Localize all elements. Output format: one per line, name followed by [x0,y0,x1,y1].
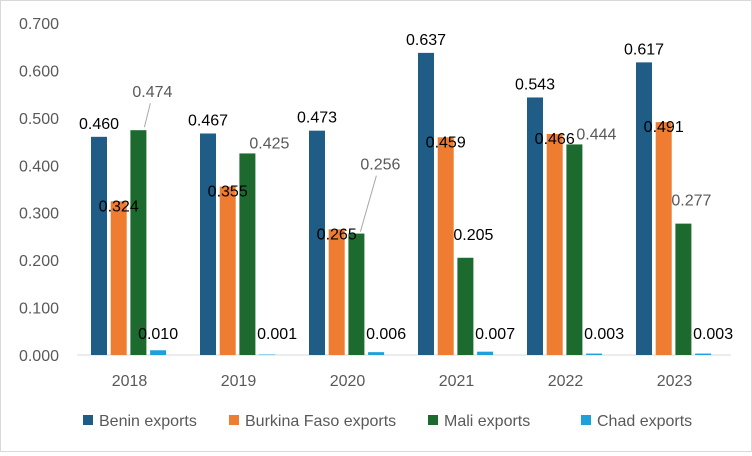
bar [219,186,236,355]
bar [259,354,276,356]
bar [655,122,672,355]
y-tick-label: 0.600 [19,63,59,80]
bar [566,144,583,355]
x-tick-label: 2019 [221,373,257,390]
x-tick-label: 2023 [657,373,693,390]
data-label: 0.425 [249,135,289,152]
data-label: 0.256 [360,157,400,174]
legend-label: Chad exports [597,413,692,430]
legend: Benin exports Burkina Faso exports Mali ex… [83,413,692,430]
bar [477,351,494,355]
data-label: 0.007 [475,326,515,343]
bar [418,52,434,355]
legend-label: Burkina Faso exports [245,413,396,430]
data-label: 0.265 [317,226,357,243]
label-leader-line [359,175,377,232]
data-label: 0.466 [535,131,575,148]
data-label: 0.355 [208,184,248,201]
data-label: 0.003 [693,326,733,343]
data-label: 0.444 [576,126,616,143]
bar [368,352,385,355]
bar [309,130,325,355]
bar [675,223,692,355]
bar [636,62,652,355]
y-tick-label: 0.100 [19,301,59,318]
x-tick-label: 2018 [112,373,148,390]
bar [328,229,345,355]
y-tick-label: 0.000 [19,348,59,365]
data-labels: 0.460 0.467 0.473 0.637 0.543 0.617 0.324 0.355… [79,32,733,343]
y-tick-label: 0.300 [19,206,59,223]
label-leader-line [143,103,151,128]
y-tick-label: 0.700 [19,16,59,33]
data-label: 0.474 [132,84,172,101]
data-label: 0.543 [515,76,555,93]
y-tick-label: 0.500 [19,111,59,128]
x-tick-label: 2022 [548,373,584,390]
data-label: 0.491 [644,119,684,136]
bar [91,136,107,355]
bar [437,137,454,355]
bar [586,353,603,355]
bar [150,350,167,355]
legend-swatch [229,415,239,425]
data-label: 0.324 [99,198,139,215]
data-label: 0.460 [79,116,119,133]
bar [239,153,256,355]
axes: 0.000 0.100 0.200 0.300 0.400 0.500 0.600 0.700… [19,16,731,390]
legend-swatch [83,415,93,425]
data-label: 0.277 [671,193,711,210]
legend-label: Mali exports [444,413,530,430]
bar [110,201,127,355]
bar [457,257,474,355]
legend-label: Benin exports [99,413,197,430]
x-tick-label: 2021 [439,373,475,390]
data-label: 0.617 [624,41,664,58]
data-label: 0.205 [453,227,493,244]
bars [91,52,712,356]
y-tick-label: 0.400 [19,158,59,175]
legend-swatch [581,415,591,425]
y-tick-label: 0.200 [19,253,59,270]
data-label: 0.467 [188,113,228,130]
bar [527,97,543,355]
x-tick-label: 2020 [330,373,366,390]
bar [546,133,563,355]
bar [348,233,365,355]
bar [200,133,216,355]
data-label: 0.003 [584,326,624,343]
data-label: 0.473 [297,110,337,127]
data-label: 0.006 [366,326,406,343]
data-label: 0.001 [257,326,297,343]
data-label: 0.637 [406,32,446,49]
bar [130,130,147,355]
data-label: 0.010 [138,326,178,343]
legend-swatch [428,415,438,425]
data-label: 0.459 [426,134,466,151]
bar [695,353,712,355]
